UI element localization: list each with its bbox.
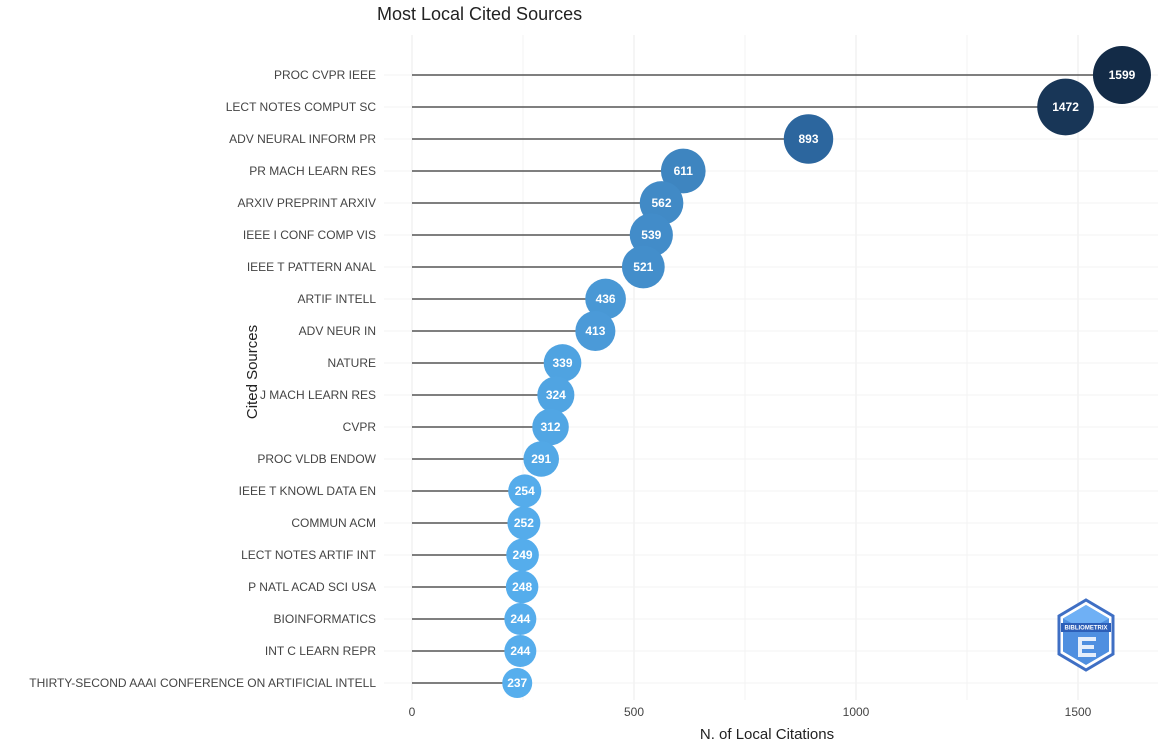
data-label: 237	[507, 676, 527, 690]
data-label: 244	[510, 612, 530, 626]
category-label: IEEE T PATTERN ANAL	[247, 260, 376, 274]
category-label: J MACH LEARN RES	[260, 388, 376, 402]
x-axis-title: N. of Local Citations	[700, 726, 834, 742]
lollipop-dot	[1037, 78, 1094, 136]
category-labels: PROC CVPR IEEE LECT NOTES COMPUT SC ADV NE…	[29, 68, 376, 690]
lollipop-dot	[1092, 46, 1151, 104]
x-tick-label: 1500	[1065, 705, 1092, 719]
category-label: IEEE T KNOWL DATA EN	[239, 484, 376, 498]
category-label: BIOINFORMATICS	[274, 612, 376, 626]
lollipop-dot	[660, 148, 706, 194]
data-label: 324	[546, 388, 566, 402]
data-label: 611	[674, 164, 694, 178]
stems	[412, 74, 1122, 684]
category-label: ARTIF INTELL	[298, 292, 377, 306]
x-tick-label: 500	[624, 705, 644, 719]
category-label: NATURE	[328, 356, 376, 370]
category-label: PROC VLDB ENDOW	[257, 452, 376, 466]
x-tick-label: 0	[409, 705, 416, 719]
bibliometrix-logo: BIBLIOMETRIX	[1057, 598, 1115, 672]
category-label: LECT NOTES COMPUT SC	[226, 100, 377, 114]
data-label: 249	[513, 548, 533, 562]
chart-title: Most Local Cited Sources	[377, 4, 582, 24]
category-label: THIRTY-SECOND AAAI CONFERENCE ON ARTIFIC…	[29, 676, 376, 690]
category-label: INT C LEARN REPR	[265, 644, 376, 658]
x-tick-labels: 0 500 1000 1500	[409, 705, 1092, 719]
lollipop-dot	[502, 668, 533, 698]
logo-text: BIBLIOMETRIX	[1065, 626, 1108, 632]
lollipop-dot	[783, 114, 834, 164]
data-label: 539	[641, 228, 661, 242]
lollipop-dot	[508, 474, 542, 508]
data-label: 254	[515, 484, 535, 498]
data-label: 893	[798, 132, 818, 146]
x-tick-label: 1000	[843, 705, 870, 719]
category-label: PROC CVPR IEEE	[274, 68, 376, 82]
lollipop-dot	[585, 278, 626, 320]
y-axis-title: Cited Sources	[244, 325, 261, 419]
category-label: LECT NOTES ARTIF INT	[241, 548, 377, 562]
data-label: 339	[553, 356, 573, 370]
category-label: COMMUN ACM	[291, 516, 376, 530]
lollipop-dot	[523, 441, 559, 477]
grid-lines	[384, 35, 1158, 700]
data-label: 1599	[1109, 68, 1136, 82]
category-label: PR MACH LEARN RES	[249, 164, 376, 178]
lollipop-dot	[543, 344, 582, 382]
category-label: ADV NEUR IN	[299, 324, 376, 338]
lollipop-dot	[621, 245, 665, 289]
lollipop-dot	[505, 570, 539, 604]
lollipop-dot	[506, 538, 539, 572]
lollipop-dot	[507, 506, 541, 540]
data-label: 413	[585, 324, 605, 338]
lollipop-dot	[532, 408, 569, 446]
data-label: 291	[531, 452, 551, 466]
data-label: 248	[512, 580, 532, 594]
data-label: 312	[541, 420, 561, 434]
dots: 1599 1472 893 611 562 539 521 436 413 339 324 312 29…	[502, 46, 1151, 698]
data-label: 252	[514, 516, 534, 530]
data-label: 244	[510, 644, 530, 658]
lollipop-dot	[575, 310, 616, 352]
category-label: P NATL ACAD SCI USA	[248, 580, 376, 594]
data-label: 1472	[1052, 100, 1079, 114]
category-label: IEEE I CONF COMP VIS	[243, 228, 376, 242]
category-label: ADV NEURAL INFORM PR	[229, 132, 376, 146]
data-label: 436	[596, 292, 616, 306]
data-label: 521	[633, 260, 653, 274]
data-label: 562	[652, 196, 672, 210]
lollipop-dot	[537, 376, 575, 414]
lollipop-dot	[504, 602, 537, 636]
category-label: CVPR	[343, 420, 377, 434]
category-label: ARXIV PREPRINT ARXIV	[238, 196, 377, 210]
lollipop-dot	[504, 634, 537, 668]
